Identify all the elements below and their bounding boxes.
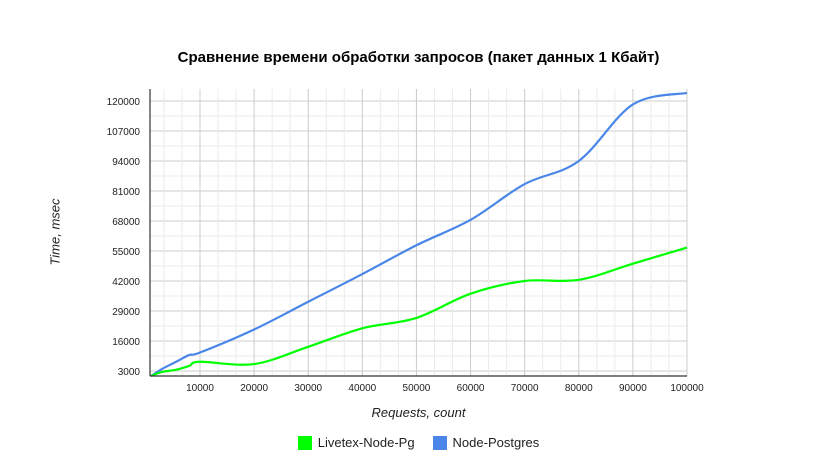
gridlines: [150, 89, 688, 376]
legend-swatch-icon: [432, 435, 447, 450]
svg-text:3000: 3000: [118, 367, 141, 378]
svg-text:68000: 68000: [112, 217, 140, 228]
legend-label: Node-Postgres: [452, 435, 540, 450]
legend-swatch-icon: [297, 435, 312, 450]
svg-text:29000: 29000: [112, 307, 140, 318]
svg-text:90000: 90000: [619, 383, 647, 394]
y-axis-ticks: 3000 16000 29000 42000 55000 68000 81000 94000 1…: [107, 97, 141, 378]
x-axis-ticks: 10000 20000 30000 40000 50000 60000 70000 80000…: [186, 383, 704, 394]
svg-text:30000: 30000: [294, 383, 322, 394]
svg-text:80000: 80000: [565, 383, 593, 394]
series-line: [150, 91, 688, 377]
legend-label: Livetex-Node-Pg: [317, 435, 415, 450]
svg-text:10000: 10000: [186, 383, 214, 394]
legend-item-livetex[interactable]: Livetex-Node-Pg: [297, 435, 415, 450]
svg-text:120000: 120000: [107, 97, 141, 108]
svg-text:16000: 16000: [112, 337, 140, 348]
svg-text:42000: 42000: [112, 277, 140, 288]
chart-title: Сравнение времени обработки запросов (па…: [177, 49, 660, 66]
svg-text:70000: 70000: [511, 383, 539, 394]
svg-text:107000: 107000: [107, 127, 141, 138]
svg-text:50000: 50000: [403, 383, 431, 394]
legend-item-node-postgres[interactable]: Node-Postgres: [432, 435, 540, 450]
svg-text:20000: 20000: [240, 383, 268, 394]
svg-text:60000: 60000: [457, 383, 485, 394]
legend: Livetex-Node-Pg Node-Postgres: [0, 435, 837, 450]
data-series: [150, 91, 688, 377]
svg-text:94000: 94000: [112, 157, 140, 168]
svg-text:81000: 81000: [112, 187, 140, 198]
svg-text:55000: 55000: [112, 247, 140, 258]
svg-text:100000: 100000: [670, 383, 704, 394]
series-line: [150, 246, 688, 377]
svg-text:40000: 40000: [348, 383, 376, 394]
x-axis-label: Requests, count: [371, 405, 466, 420]
